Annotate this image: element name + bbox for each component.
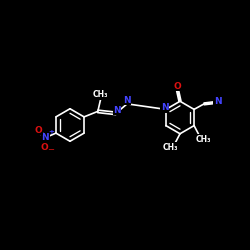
Text: CH₃: CH₃ — [93, 90, 108, 100]
Text: CH₃: CH₃ — [162, 143, 178, 152]
Text: N: N — [42, 133, 49, 142]
Text: O: O — [40, 142, 48, 152]
Text: N: N — [113, 106, 121, 114]
Text: −: − — [48, 144, 54, 154]
Text: N: N — [123, 96, 130, 104]
Text: CH₃: CH₃ — [196, 134, 211, 143]
Text: +: + — [48, 129, 54, 135]
Text: O: O — [174, 82, 182, 91]
Text: N: N — [214, 97, 222, 106]
Text: N: N — [161, 104, 168, 112]
Text: O: O — [34, 126, 42, 134]
